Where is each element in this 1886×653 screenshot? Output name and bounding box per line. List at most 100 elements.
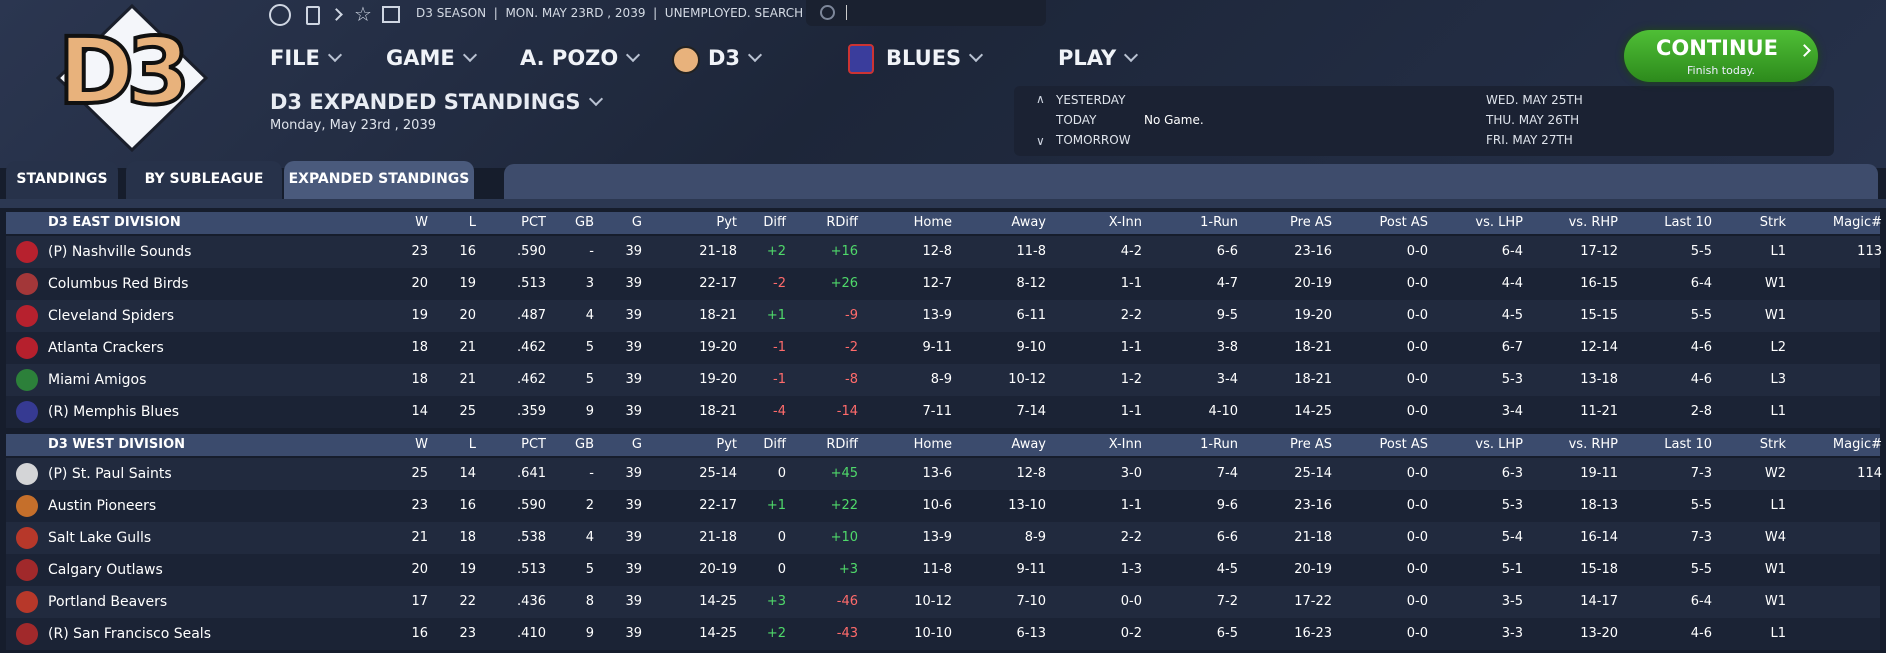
continue-label[interactable]: CONTINUE [1656, 36, 1778, 60]
cell: 22 [459, 594, 476, 609]
column-header[interactable]: Diff [763, 215, 786, 230]
cell: 12-8 [922, 244, 952, 259]
column-header[interactable]: PCT [521, 437, 546, 452]
standings-row[interactable]: Portland Beavers 17 22 .436 8 39 14-25 +3 -46 10-… [6, 586, 1880, 618]
tab[interactable]: STANDINGS [6, 161, 118, 199]
team-name[interactable]: Austin Pioneers [48, 498, 157, 514]
column-header[interactable]: Pre AS [1290, 437, 1332, 452]
menu-label[interactable]: PLAY [1058, 46, 1117, 70]
column-header[interactable]: vs. LHP [1475, 437, 1523, 452]
cell: 0 [777, 530, 786, 545]
column-header[interactable]: Pre AS [1290, 215, 1332, 230]
column-header[interactable]: G [631, 437, 642, 452]
menu-item[interactable]: PLAY [1058, 46, 1139, 70]
search-box[interactable] [806, 0, 1046, 26]
continue-button[interactable]: CONTINUE Finish today. [1624, 30, 1818, 82]
column-header[interactable]: GB [575, 215, 594, 230]
star-button[interactable]: ☆ [354, 2, 372, 26]
column-header[interactable]: L [468, 437, 476, 452]
cell: 5-1 [1501, 562, 1523, 577]
cell: 6-13 [1016, 626, 1046, 641]
column-header[interactable]: Last 10 [1664, 215, 1712, 230]
team-name[interactable]: (P) St. Paul Saints [48, 466, 172, 482]
cell: 5 [585, 372, 594, 387]
cell: 18 [411, 340, 428, 355]
standings-row[interactable]: Austin Pioneers 23 16 .590 2 39 22-17 +1 +22 10-6… [6, 490, 1880, 522]
column-header[interactable]: Magic# [1832, 215, 1882, 230]
menu-label[interactable]: BLUES [886, 46, 962, 70]
column-header[interactable]: G [631, 215, 642, 230]
column-header[interactable]: W [415, 437, 428, 452]
column-header[interactable]: L [468, 215, 476, 230]
column-header[interactable]: W [415, 215, 428, 230]
tab[interactable]: BY SUBLEAGUE [126, 161, 282, 199]
home-button[interactable] [382, 6, 400, 23]
column-header[interactable]: Magic# [1832, 437, 1882, 452]
column-header[interactable]: Last 10 [1664, 437, 1712, 452]
menu-item[interactable]: FILE [270, 46, 342, 70]
menu-label[interactable]: D3 [708, 46, 741, 70]
column-header[interactable]: Pyt [716, 215, 737, 230]
column-header[interactable]: Post AS [1379, 437, 1428, 452]
standings-row[interactable]: Calgary Outlaws 20 19 .513 5 39 20-19 0 +3 11-8 9-… [6, 554, 1880, 586]
cell: 14 [459, 466, 476, 481]
back-button[interactable] [269, 4, 291, 26]
column-header[interactable]: X-Inn [1108, 215, 1142, 230]
column-header[interactable]: vs. RHP [1568, 215, 1618, 230]
standings-row[interactable]: Atlanta Crackers 18 21 .462 5 39 19-20 -1 -2 9-11… [6, 332, 1880, 364]
tab[interactable]: EXPANDED STANDINGS [284, 161, 474, 199]
column-header[interactable]: vs. LHP [1475, 215, 1523, 230]
standings-row[interactable]: Cleveland Spiders 19 20 .487 4 39 18-21 +1 -9 13-… [6, 300, 1880, 332]
column-header[interactable]: Home [913, 437, 952, 452]
column-header[interactable]: vs. RHP [1568, 437, 1618, 452]
menu-label[interactable]: A. POZO [520, 46, 619, 70]
column-header[interactable]: Home [913, 215, 952, 230]
job-status[interactable]: UNEMPLOYED. SEARCH JOBS... [664, 6, 847, 20]
standings-row[interactable]: Salt Lake Gulls 21 18 .538 4 39 21-18 0 +10 13-9 8… [6, 522, 1880, 554]
standings-row[interactable]: Columbus Red Birds 20 19 .513 3 39 22-17 -2 +26 1… [6, 268, 1880, 300]
column-header[interactable]: Pyt [716, 437, 737, 452]
column-header[interactable]: 1-Run [1200, 437, 1238, 452]
column-header[interactable]: 1-Run [1200, 215, 1238, 230]
standings-row[interactable]: (R) San Francisco Seals 16 23 .410 9 39 14-25 +… [6, 618, 1880, 650]
menu-item[interactable]: D3 [708, 46, 763, 70]
team-name[interactable]: Columbus Red Birds [48, 276, 189, 292]
menu-item[interactable]: BLUES [886, 46, 984, 70]
menu-label[interactable]: FILE [270, 46, 320, 70]
menu-item[interactable]: A. POZO [520, 46, 641, 70]
team-name[interactable]: (R) Memphis Blues [48, 404, 180, 420]
standings-row[interactable]: (P) St. Paul Saints 25 14 .641 - 39 25-14 0 +45 1… [6, 458, 1882, 490]
cell: 0-0 [1406, 466, 1428, 481]
cell: -1 [773, 340, 786, 355]
schedule-up[interactable]: ∧ [1036, 92, 1045, 106]
schedule-down[interactable]: ∨ [1036, 134, 1045, 148]
team-name[interactable]: (P) Nashville Sounds [48, 244, 192, 260]
cell: 11-8 [922, 562, 952, 577]
team-name[interactable]: Atlanta Crackers [48, 340, 164, 356]
team-name[interactable]: Miami Amigos [48, 372, 147, 388]
column-header[interactable]: Strk [1759, 437, 1786, 452]
standings-row[interactable]: Miami Amigos 18 21 .462 5 39 19-20 -1 -8 8-9 10-12… [6, 364, 1880, 396]
column-header[interactable]: Away [1011, 437, 1046, 452]
team-name[interactable]: Cleveland Spiders [48, 308, 175, 324]
standings-row[interactable]: (R) Memphis Blues 14 25 .359 9 39 18-21 -4 -14 7-… [6, 396, 1880, 428]
cell: +1 [766, 308, 786, 323]
team-name[interactable]: Salt Lake Gulls [48, 530, 152, 546]
column-header[interactable]: Post AS [1379, 215, 1428, 230]
schedule-date: WED. MAY 25TH [1486, 93, 1583, 107]
column-header[interactable]: Strk [1759, 215, 1786, 230]
team-name[interactable]: Portland Beavers [48, 594, 168, 610]
column-header[interactable]: RDiff [826, 215, 858, 230]
column-header[interactable]: X-Inn [1108, 437, 1142, 452]
standings-row[interactable]: (P) Nashville Sounds 23 16 .590 - 39 21-18 +2 +1… [6, 236, 1882, 268]
column-header[interactable]: Away [1011, 215, 1046, 230]
team-name[interactable]: Calgary Outlaws [48, 562, 163, 578]
column-header[interactable]: Diff [763, 437, 786, 452]
menu-label[interactable]: GAME [386, 46, 455, 70]
column-header[interactable]: GB [575, 437, 594, 452]
column-header[interactable]: RDiff [826, 437, 858, 452]
team-name[interactable]: (R) San Francisco Seals [48, 626, 211, 642]
menu-item[interactable]: GAME [386, 46, 477, 70]
column-header[interactable]: PCT [521, 215, 546, 230]
page-button[interactable] [306, 6, 320, 25]
